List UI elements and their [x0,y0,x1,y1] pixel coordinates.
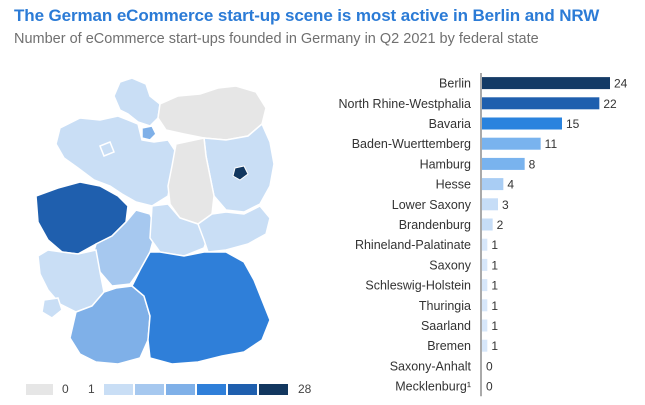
bar [482,218,493,231]
category-label: Schleswig-Holstein [365,279,471,293]
category-label: Thuringia [419,299,471,313]
legend-min-label: 0 [62,382,69,396]
bar [482,117,562,130]
category-label: Saxony-Anhalt [390,359,472,373]
bar [482,258,488,271]
value-label: 0 [486,359,493,373]
category-label: Lower Saxony [392,198,472,212]
value-label: 1 [491,258,498,272]
category-label: Rhineland-Palatinate [355,238,471,252]
legend-swatch-2 [135,384,164,395]
category-label: Berlin [439,77,471,91]
category-label: Saxony [429,258,471,272]
legend-swatch-3 [166,384,195,395]
value-label: 0 [486,380,493,394]
bar [482,319,488,332]
map-region-schleswig-holstein [113,77,161,127]
map-region-bavaria [131,251,271,365]
map-region-berlin [232,165,249,181]
value-label: 1 [491,299,498,313]
legend-swatch-6 [259,384,288,395]
legend-swatch-4 [197,384,226,395]
value-label: 24 [614,77,628,91]
map-region-bremen [99,141,115,157]
bar [482,279,488,292]
germany-map [35,77,275,365]
legend-low-label: 1 [88,382,95,396]
category-label: Baden-Wuerttemberg [352,137,471,151]
value-label: 11 [545,137,558,151]
legend-max-label: 28 [298,382,312,396]
bar [482,299,488,312]
bar [482,339,488,352]
value-label: 2 [497,218,504,232]
value-label: 22 [603,97,617,111]
category-label: Hesse [436,178,471,192]
category-label: Hamburg [420,157,471,171]
category-label: Saarland [421,319,471,333]
value-label: 1 [491,319,498,333]
page-subtitle: Number of eCommerce start-ups founded in… [14,31,539,47]
category-label: Brandenburg [399,218,471,232]
bar [482,137,541,150]
map-region-saarland [41,297,63,319]
value-label: 1 [491,339,498,353]
page-title: The German eCommerce start-up scene is m… [14,6,600,25]
value-label: 1 [491,279,498,293]
legend-swatch-1 [104,384,133,395]
bar [482,97,600,110]
legend-swatch-5 [228,384,257,395]
category-label: Bavaria [429,117,471,131]
value-label: 4 [507,178,514,192]
bar [482,198,498,211]
category-label: Mecklenburg¹ [395,380,471,394]
value-label: 3 [502,198,509,212]
map-region-saxony [197,205,271,253]
map-region-hamburg [141,125,157,141]
value-label: 15 [566,117,580,131]
category-label: North Rhine-Westphalia [339,97,472,111]
value-label: 8 [529,157,536,171]
bar [482,238,488,251]
value-label: 1 [491,238,498,252]
map-legend: 0 1 28 [20,380,320,400]
bar [482,77,610,90]
category-label: Bremen [427,339,471,353]
legend-swatch-zero [26,384,53,395]
bar [482,157,525,170]
bar [482,178,504,191]
